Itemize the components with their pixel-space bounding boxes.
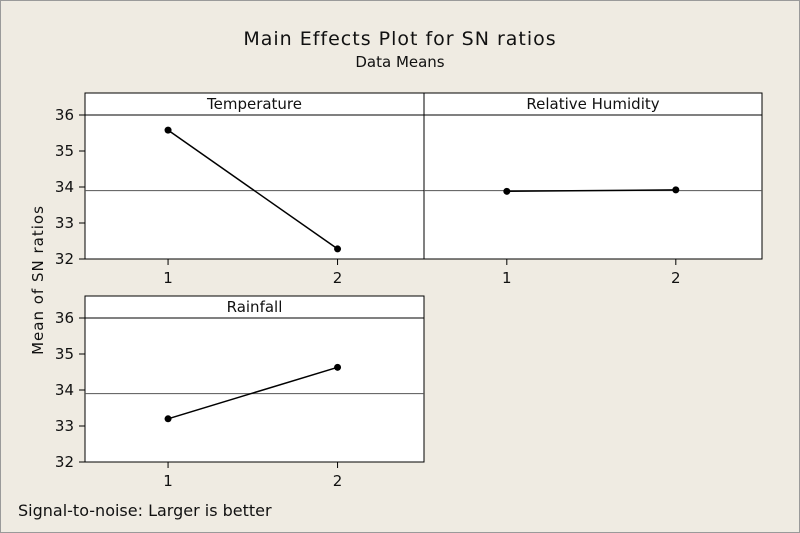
chart-title: Main Effects Plot for SN ratios: [243, 28, 557, 50]
chart-subtitle: Data Means: [355, 53, 445, 71]
panel-rainfall: [84, 295, 425, 463]
y-tick-label: 36: [55, 309, 74, 327]
footnote: Signal-to-noise: Larger is better: [18, 501, 272, 520]
x-tick-label: 2: [333, 269, 343, 287]
panel-relative-humidity: [423, 92, 763, 260]
y-tick-label: 34: [55, 178, 74, 196]
x-tick-label: 2: [333, 472, 343, 490]
y-tick-label: 36: [55, 106, 74, 124]
y-tick-label: 33: [55, 417, 74, 435]
effect-line-relative-humidity: [506, 189, 676, 193]
effect-line-rainfall: [167, 366, 338, 420]
data-point-rainfall: [334, 363, 342, 371]
y-tick-label: 32: [55, 453, 74, 471]
y-tick-label: 33: [55, 214, 74, 232]
panel-temperature: [84, 92, 425, 260]
data-point-rainfall: [164, 415, 172, 423]
data-point-relative-humidity: [503, 187, 511, 195]
data-point-relative-humidity: [672, 186, 680, 194]
x-tick-label: 1: [502, 269, 512, 287]
data-point-temperature: [334, 245, 342, 253]
y-tick-label: 35: [55, 142, 74, 160]
y-tick-label: 35: [55, 345, 74, 363]
effect-line-temperature: [167, 129, 338, 250]
panel-title-relative-humidity: Relative Humidity: [526, 95, 659, 113]
panel-title-temperature: Temperature: [206, 95, 302, 113]
y-tick-label: 32: [55, 250, 74, 268]
x-tick-label: 2: [671, 269, 681, 287]
panel-title-rainfall: Rainfall: [227, 298, 283, 316]
data-point-temperature: [164, 126, 172, 134]
x-tick-label: 1: [163, 472, 173, 490]
y-tick-label: 34: [55, 381, 74, 399]
x-tick-label: 1: [163, 269, 173, 287]
